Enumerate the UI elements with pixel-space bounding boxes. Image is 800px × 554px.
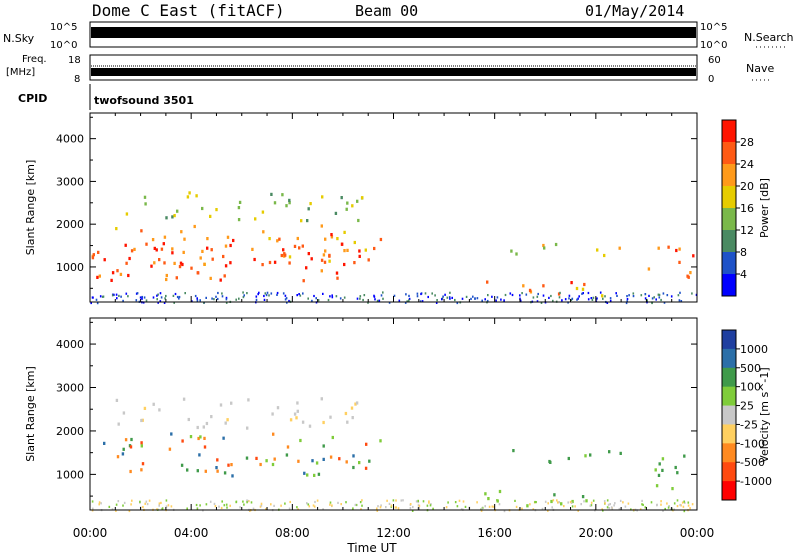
freq-unit: [MHz]: [6, 67, 35, 78]
colorbar-tick-label: 25: [740, 400, 754, 413]
colorbar-segment: [722, 252, 736, 275]
x-tick-label: 08:00: [275, 526, 310, 540]
x-tick-label: 20:00: [579, 526, 614, 540]
cpid-text: twofsound 3501: [94, 94, 194, 107]
colorbar-tick-label: 100: [740, 381, 761, 394]
colorbar-segment: [722, 230, 736, 253]
nsearch-tick-bottom: 10^0: [700, 40, 727, 51]
colorbar-segment: [722, 186, 736, 209]
colorbar-tick-label: -25: [740, 418, 758, 431]
y-tick-label: 2000: [56, 425, 84, 438]
colorbar-tick-label: -100: [740, 437, 765, 450]
y-tick-label: 4000: [56, 133, 84, 146]
colorbar-segment: [722, 330, 736, 350]
colorbar-segment: [722, 424, 736, 444]
colorbar-tick-label: 20: [740, 180, 754, 193]
colorbar-tick-label: 1000: [740, 343, 768, 356]
nsky-panel: [89, 21, 698, 48]
y-tick-label: 3000: [56, 382, 84, 395]
station-title: Dome C East (fitACF): [92, 1, 285, 20]
plot-frame: [89, 112, 698, 303]
y-tick-label: 1000: [56, 261, 84, 274]
colorbar-segment: [722, 208, 736, 231]
colorbar-tick-label: 500: [740, 362, 761, 375]
x-axis-label: Time UT: [346, 541, 397, 554]
cpid-label: CPID: [18, 92, 47, 105]
y-tick-label: 2000: [56, 218, 84, 231]
y-tick-label: 4000: [56, 338, 84, 351]
y-axis-label: Slant Range [km]: [24, 366, 37, 462]
colorbar-segment: [722, 142, 736, 165]
colorbar-segment: [722, 164, 736, 187]
freq-trace: [91, 68, 696, 76]
scatter-data: [91, 397, 694, 513]
freq-tick-bottom: 8: [74, 74, 80, 85]
colorbar-tick-label: 12: [740, 224, 754, 237]
power-panel: 1000 2000 3000 4000 Slant Range [km] 4 8 12 16 20…: [24, 112, 771, 305]
x-tick-label: 12:00: [376, 526, 411, 540]
colorbar-tick-label: 8: [740, 246, 747, 259]
colorbar-segment: [722, 386, 736, 407]
nsearch-tick-top: 10^5: [700, 22, 727, 33]
colorbar-tick-label: 16: [740, 202, 754, 215]
nsearch-label: N.Search: [744, 31, 794, 44]
colorbar-frame: [721, 329, 737, 501]
x-tick-label: 00:00: [680, 526, 715, 540]
colorbar-label: Velocity [m s^-1]: [758, 367, 771, 462]
colorbar-segment: [722, 348, 736, 369]
x-tick-label: 00:00: [73, 526, 108, 540]
colorbar-tick-label: 28: [740, 136, 754, 149]
colorbar-segment: [722, 443, 736, 463]
y-axis-label: Slant Range [km]: [24, 160, 37, 256]
nsky-tick-top: 10^5: [50, 22, 77, 33]
x-tick-label: 16:00: [477, 526, 512, 540]
x-tick-label: 04:00: [174, 526, 209, 540]
freq-panel: [89, 54, 698, 81]
y-tick-label: 1000: [56, 468, 84, 481]
colorbar-segment: [722, 481, 736, 501]
colorbar-tick-label: -500: [740, 456, 765, 469]
freq-label: Freq.: [22, 54, 47, 65]
nave-tick-bottom: 0: [708, 74, 714, 85]
colorbar-label: Power [dB]: [758, 178, 771, 238]
freq-tick-top: 18: [68, 55, 81, 66]
colorbar-tick-label: 4: [740, 268, 747, 281]
plot-frame: [89, 317, 698, 511]
scatter-data: [90, 191, 698, 305]
velocity-panel: 1000 2000 3000 4000 Slant Range [km] 00:00 04:…: [24, 317, 772, 540]
colorbar-segment: [722, 274, 736, 297]
nsky-tick-bottom: 10^0: [50, 40, 77, 51]
beam-label: Beam 00: [355, 2, 418, 20]
nsky-label: N.Sky: [3, 32, 35, 45]
date-label: 01/May/2014: [585, 2, 684, 20]
colorbar-segment: [722, 120, 736, 143]
nave-label: Nave: [746, 62, 774, 75]
colorbar-tick-label: -1000: [740, 475, 772, 488]
y-tick-label: 3000: [56, 175, 84, 188]
colorbar-segment: [722, 462, 736, 482]
colorbar-segment: [722, 405, 736, 425]
colorbar-tick-label: 24: [740, 158, 754, 171]
nave-tick-top: 60: [708, 55, 721, 66]
nsky-trace: [91, 27, 696, 38]
colorbar-segment: [722, 367, 736, 388]
